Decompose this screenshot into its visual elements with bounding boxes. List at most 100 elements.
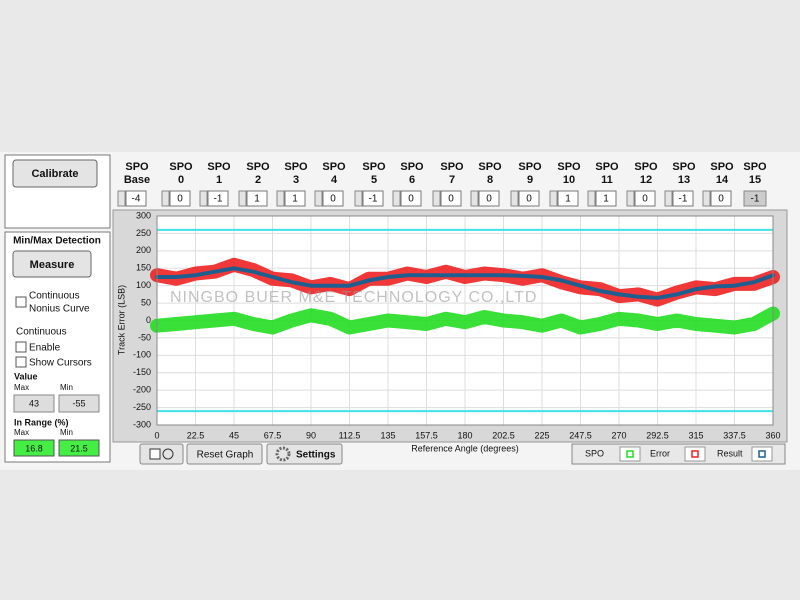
y-tick-label: 300 bbox=[136, 210, 151, 220]
x-tick-label: 337.5 bbox=[723, 430, 746, 440]
spo-label: 10 bbox=[563, 174, 575, 186]
button-label: Reset Graph bbox=[197, 450, 254, 461]
y-tick-label: -300 bbox=[133, 419, 151, 429]
value-box bbox=[58, 439, 100, 457]
y-axis-label: Track Error (LSB) bbox=[116, 285, 126, 355]
spo-input bbox=[322, 190, 344, 207]
value: 16.8 bbox=[25, 443, 43, 453]
spo-label: 15 bbox=[749, 174, 761, 186]
watermark: NINGBO BUER M&E TECHNOLOGY CO.,LTD bbox=[170, 289, 537, 306]
spinner[interactable] bbox=[587, 190, 596, 207]
spinner[interactable] bbox=[117, 190, 126, 207]
spo-input bbox=[169, 190, 191, 207]
label: Continuous bbox=[16, 327, 67, 338]
spo-input bbox=[595, 190, 617, 207]
spo-label: SPO bbox=[557, 161, 581, 173]
x-tick-label: 315 bbox=[688, 430, 703, 440]
spo-value: 0 bbox=[330, 194, 336, 205]
x-tick-label: 270 bbox=[611, 430, 626, 440]
value: 43 bbox=[29, 398, 39, 408]
checkbox[interactable] bbox=[15, 341, 27, 353]
spinner[interactable] bbox=[432, 190, 441, 207]
spinner[interactable] bbox=[626, 190, 635, 207]
x-tick-label: 0 bbox=[154, 430, 159, 440]
series-line bbox=[150, 306, 780, 335]
spo-input bbox=[710, 190, 732, 207]
spinner[interactable] bbox=[510, 190, 519, 207]
spo-value: 1 bbox=[292, 194, 298, 205]
spo-label: 1 bbox=[216, 174, 222, 186]
spo-input bbox=[557, 190, 579, 207]
spinner[interactable] bbox=[238, 190, 247, 207]
y-tick-label: -200 bbox=[133, 385, 151, 395]
value-box bbox=[58, 394, 100, 413]
spo-label: SPO bbox=[518, 161, 542, 173]
x-tick-label: 225 bbox=[534, 430, 549, 440]
x-tick-label: 67.5 bbox=[264, 430, 282, 440]
spinner[interactable] bbox=[664, 190, 673, 207]
legend-label: SPO bbox=[585, 448, 604, 458]
spo-label: SPO bbox=[595, 161, 619, 173]
value: 21.5 bbox=[70, 443, 88, 453]
spo-label: SPO bbox=[207, 161, 231, 173]
spo-value: -4 bbox=[132, 194, 141, 205]
spo-value: -1 bbox=[214, 194, 223, 205]
checkbox[interactable] bbox=[15, 296, 27, 308]
label: In Range (%) bbox=[14, 417, 69, 427]
spo-label: SPO bbox=[362, 161, 386, 173]
spo-label: 2 bbox=[255, 174, 261, 186]
spo-value: 0 bbox=[718, 194, 724, 205]
spo-label: 0 bbox=[178, 174, 184, 186]
spo-label: 7 bbox=[449, 174, 455, 186]
spo-label: 4 bbox=[331, 174, 338, 186]
value-box bbox=[13, 394, 55, 413]
spo-label: 14 bbox=[716, 174, 729, 186]
spinner[interactable] bbox=[392, 190, 401, 207]
x-tick-label: 22.5 bbox=[187, 430, 205, 440]
spinner[interactable] bbox=[276, 190, 285, 207]
legend-marker bbox=[758, 450, 766, 458]
legend-label: Result bbox=[717, 448, 743, 458]
y-tick-label: -50 bbox=[138, 332, 151, 342]
spo-value: 1 bbox=[565, 194, 571, 205]
spinner[interactable] bbox=[199, 190, 208, 207]
spo-label: SPO bbox=[322, 161, 346, 173]
spo-value: 0 bbox=[177, 194, 183, 205]
y-tick-label: -250 bbox=[133, 402, 151, 412]
calibrate-button[interactable] bbox=[12, 159, 98, 188]
settings-button[interactable] bbox=[266, 443, 343, 465]
value: -55 bbox=[72, 398, 85, 408]
spo-label: 9 bbox=[527, 174, 533, 186]
spinner[interactable] bbox=[549, 190, 558, 207]
spo-label: 5 bbox=[371, 174, 377, 186]
spinner[interactable] bbox=[161, 190, 170, 207]
spinner[interactable] bbox=[314, 190, 323, 207]
spo-label: SPO bbox=[284, 161, 308, 173]
spo-label: SPO bbox=[478, 161, 502, 173]
spo-label: SPO bbox=[125, 161, 149, 173]
panel-title: Min/Max Detection bbox=[13, 236, 101, 247]
x-tick-label: 292.5 bbox=[646, 430, 669, 440]
checkbox-label: Continuous bbox=[29, 291, 80, 302]
x-tick-label: 360 bbox=[765, 430, 780, 440]
spo-value: 0 bbox=[486, 194, 492, 205]
y-tick-label: 150 bbox=[136, 263, 151, 273]
spinner[interactable] bbox=[470, 190, 479, 207]
spo-value: -1 bbox=[369, 194, 378, 205]
spo-label: 13 bbox=[678, 174, 690, 186]
checkbox[interactable] bbox=[15, 356, 27, 368]
label: Min bbox=[60, 383, 73, 392]
measure-button[interactable] bbox=[12, 250, 92, 278]
spinner[interactable] bbox=[354, 190, 363, 207]
legend-label: Error bbox=[650, 448, 670, 458]
icon bbox=[162, 448, 174, 460]
reset-button[interactable] bbox=[186, 443, 263, 465]
x-tick-label: 90 bbox=[306, 430, 316, 440]
y-tick-label: -150 bbox=[133, 367, 151, 377]
x-tick-label: 135 bbox=[380, 430, 395, 440]
spo-input bbox=[634, 190, 656, 207]
gear-icon bbox=[275, 446, 291, 462]
spinner[interactable] bbox=[702, 190, 711, 207]
zoom-button[interactable] bbox=[139, 443, 184, 465]
spo-label: Base bbox=[124, 174, 150, 186]
